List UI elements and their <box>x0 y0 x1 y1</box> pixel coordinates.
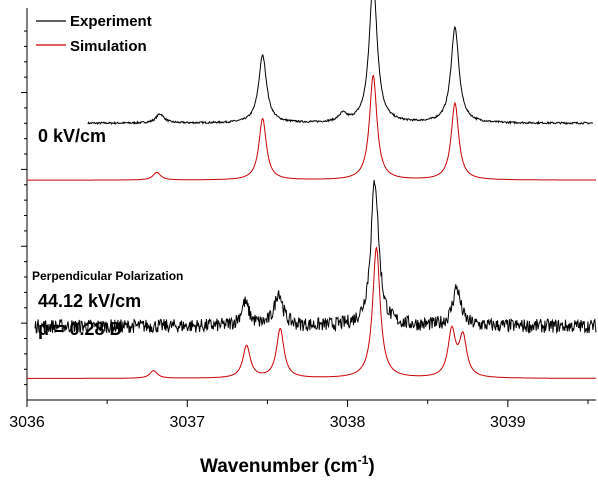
x-tick-label-0: 3036 <box>9 414 45 431</box>
annotation-polarization: Perpendicular Polarization <box>32 269 183 283</box>
annotation-field-high: 44.12 kV/cm <box>38 291 141 311</box>
legend: Experiment Simulation <box>36 13 152 55</box>
legend-label-simulation: Simulation <box>70 38 147 55</box>
x-axis-ticks: 3036 3037 3038 3039 <box>9 400 589 431</box>
series-line-3 <box>27 246 596 379</box>
series-line-2 <box>34 179 597 334</box>
x-axis-title-main: Wavenumber (cm <box>200 456 358 477</box>
x-axis-title: Wavenumber (cm-1) <box>200 453 375 477</box>
legend-label-experiment: Experiment <box>70 13 152 30</box>
x-tick-label-3: 3039 <box>490 414 526 431</box>
y-axis-ticks <box>21 30 27 386</box>
series-line-0 <box>87 0 594 126</box>
x-tick-label-1: 3037 <box>169 414 205 431</box>
annotation-field-zero: 0 kV/cm <box>38 126 106 146</box>
series-layer <box>27 0 597 379</box>
series-line-1 <box>27 74 596 181</box>
annotation-dipole: μ = 0.28 D <box>38 319 123 339</box>
x-axis-title-superscript: -1 <box>358 453 369 467</box>
x-axis-title-end: ) <box>368 456 374 477</box>
x-tick-label-2: 3038 <box>330 414 366 431</box>
